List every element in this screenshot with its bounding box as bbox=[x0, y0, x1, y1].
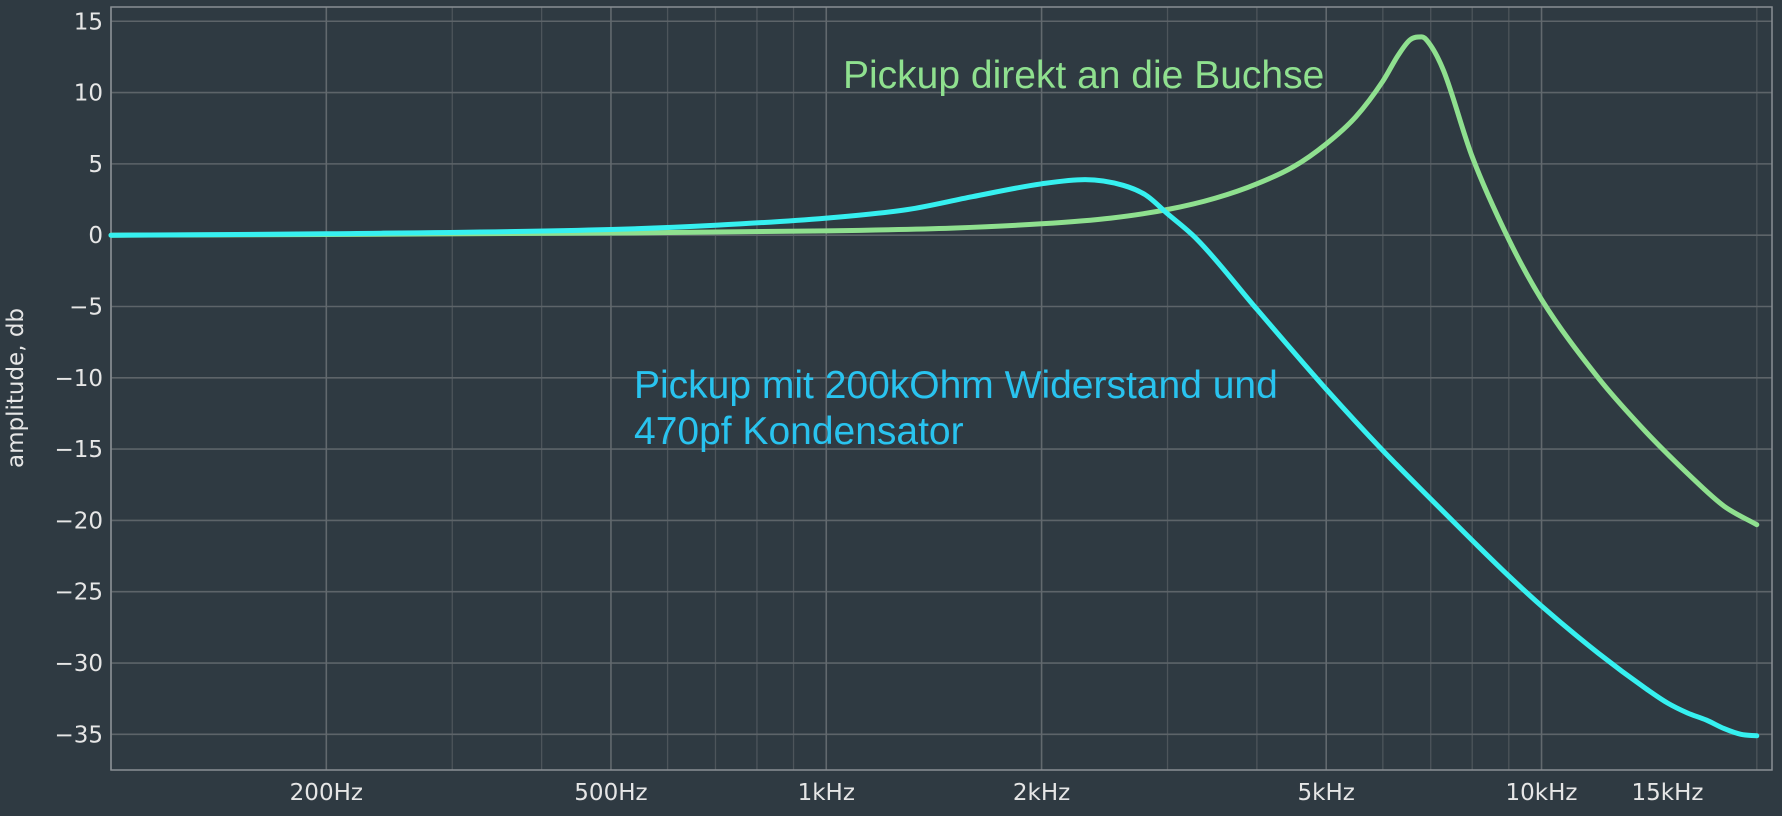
x-tick-label: 200Hz bbox=[290, 780, 363, 806]
x-axis-ticks: 200Hz 500Hz 1kHz 2kHz 5kHz 10kHz 15kHz bbox=[290, 780, 1704, 806]
y-tick-label: −10 bbox=[54, 366, 103, 392]
minor-grid bbox=[451, 7, 1758, 770]
x-tick-label: 5kHz bbox=[1298, 780, 1355, 806]
x-tick-label: 10kHz bbox=[1506, 780, 1578, 806]
series-line-resistor-capacitor bbox=[108, 177, 1760, 739]
y-tick-label: −5 bbox=[69, 294, 103, 320]
y-axis-ticks: 15 10 5 0 −5 −10 −15 −20 −25 −30 −35 bbox=[54, 9, 103, 748]
y-tick-label: −15 bbox=[54, 437, 103, 463]
x-tick-label: 2kHz bbox=[1013, 780, 1070, 806]
y-tick-label: −20 bbox=[54, 508, 103, 534]
y-tick-label: −35 bbox=[54, 722, 103, 748]
y-tick-label: 0 bbox=[88, 223, 103, 249]
y-tick-label: −25 bbox=[54, 580, 103, 606]
y-axis-label: amplitude, db bbox=[3, 308, 29, 468]
series-line-direct bbox=[108, 34, 1760, 528]
annotation-resistor-line-1: Pickup mit 200kOhm Widerstand und bbox=[634, 364, 1278, 407]
y-tick-label: 5 bbox=[88, 152, 103, 178]
y-tick-label: −30 bbox=[54, 651, 103, 677]
x-tick-label: 500Hz bbox=[574, 780, 647, 806]
x-tick-label: 15kHz bbox=[1631, 780, 1703, 806]
y-tick-label: 15 bbox=[74, 9, 103, 35]
x-tick-label: 1kHz bbox=[798, 780, 855, 806]
annotation-resistor-line-2: 470pf Kondensator bbox=[634, 410, 964, 453]
y-tick-label: 10 bbox=[74, 81, 103, 107]
annotation-direct: Pickup direkt an die Buchse bbox=[843, 54, 1324, 97]
plot-frame bbox=[110, 6, 1773, 771]
series-lines bbox=[108, 34, 1760, 739]
